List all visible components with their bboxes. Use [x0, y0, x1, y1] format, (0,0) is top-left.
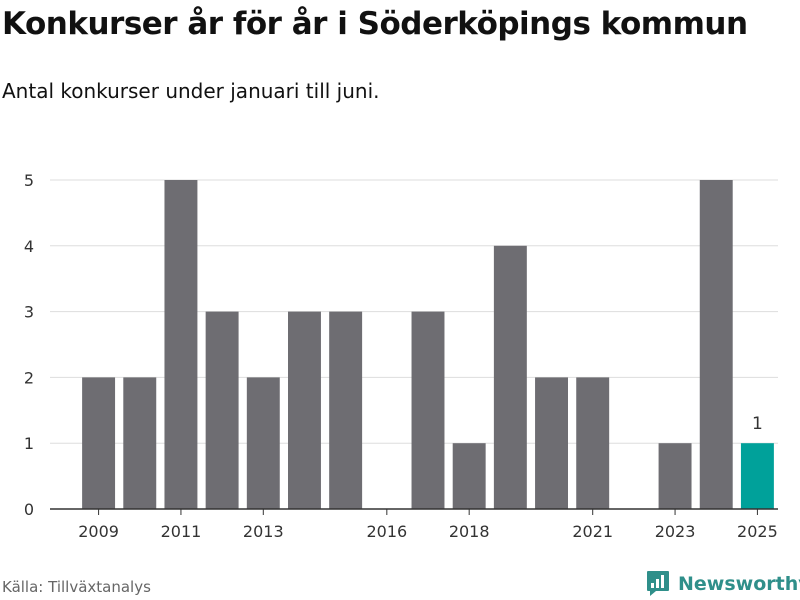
annotations: 1: [752, 414, 763, 434]
bar-2025[interactable]: [740, 443, 774, 509]
bar-2019[interactable]: [493, 245, 527, 510]
bar-2021[interactable]: [576, 377, 610, 509]
data-label: 1: [752, 414, 763, 434]
y-tick-label: 3: [24, 303, 34, 322]
bar-2009[interactable]: [82, 377, 116, 509]
x-tick-label: 2016: [366, 522, 407, 541]
x-tick-label: 2021: [572, 522, 613, 541]
bars: [82, 180, 774, 510]
bar-2017[interactable]: [411, 311, 445, 509]
chart-subtitle: Antal konkurser under januari till juni.: [2, 79, 380, 103]
source-note: Källa: Tillväxtanalys: [2, 578, 151, 596]
x-tick-label: 2009: [78, 522, 119, 541]
bar-2012[interactable]: [205, 311, 239, 509]
y-tick-label: 1: [24, 434, 34, 453]
x-tick-labels: 2009 2011 2013 2016 2018 2021 2023 2025: [78, 509, 778, 541]
y-tick-label: 0: [24, 500, 34, 519]
y-tick-label: 5: [24, 171, 34, 190]
bar-2015[interactable]: [329, 311, 363, 509]
bar-2014[interactable]: [288, 311, 321, 509]
chart-title: Konkurser år för år i Söderköpings kommu…: [2, 6, 748, 42]
bar-2011[interactable]: [164, 180, 198, 509]
x-tick-label: 2011: [161, 522, 202, 541]
x-tick-label: 2013: [243, 522, 284, 541]
bar-2023[interactable]: [658, 443, 692, 509]
bar-2024[interactable]: [699, 180, 733, 509]
bar-2018[interactable]: [452, 443, 486, 509]
x-tick-label: 2023: [655, 522, 696, 541]
y-tick-label: 2: [24, 368, 34, 387]
bar-2010[interactable]: [123, 377, 157, 509]
y-tick-label: 4: [24, 237, 34, 256]
brand-logo[interactable]: Newsworthy: [646, 570, 800, 597]
newsworthy-logo-icon: [647, 571, 669, 596]
bar-2013[interactable]: [246, 377, 280, 509]
bar-2020[interactable]: [535, 377, 568, 509]
brand-name: Newsworthy: [678, 572, 800, 595]
y-tick-labels: 0 1 2 3 4 5: [24, 171, 34, 519]
x-tick-label: 2018: [449, 522, 490, 541]
x-tick-label: 2025: [737, 522, 778, 541]
